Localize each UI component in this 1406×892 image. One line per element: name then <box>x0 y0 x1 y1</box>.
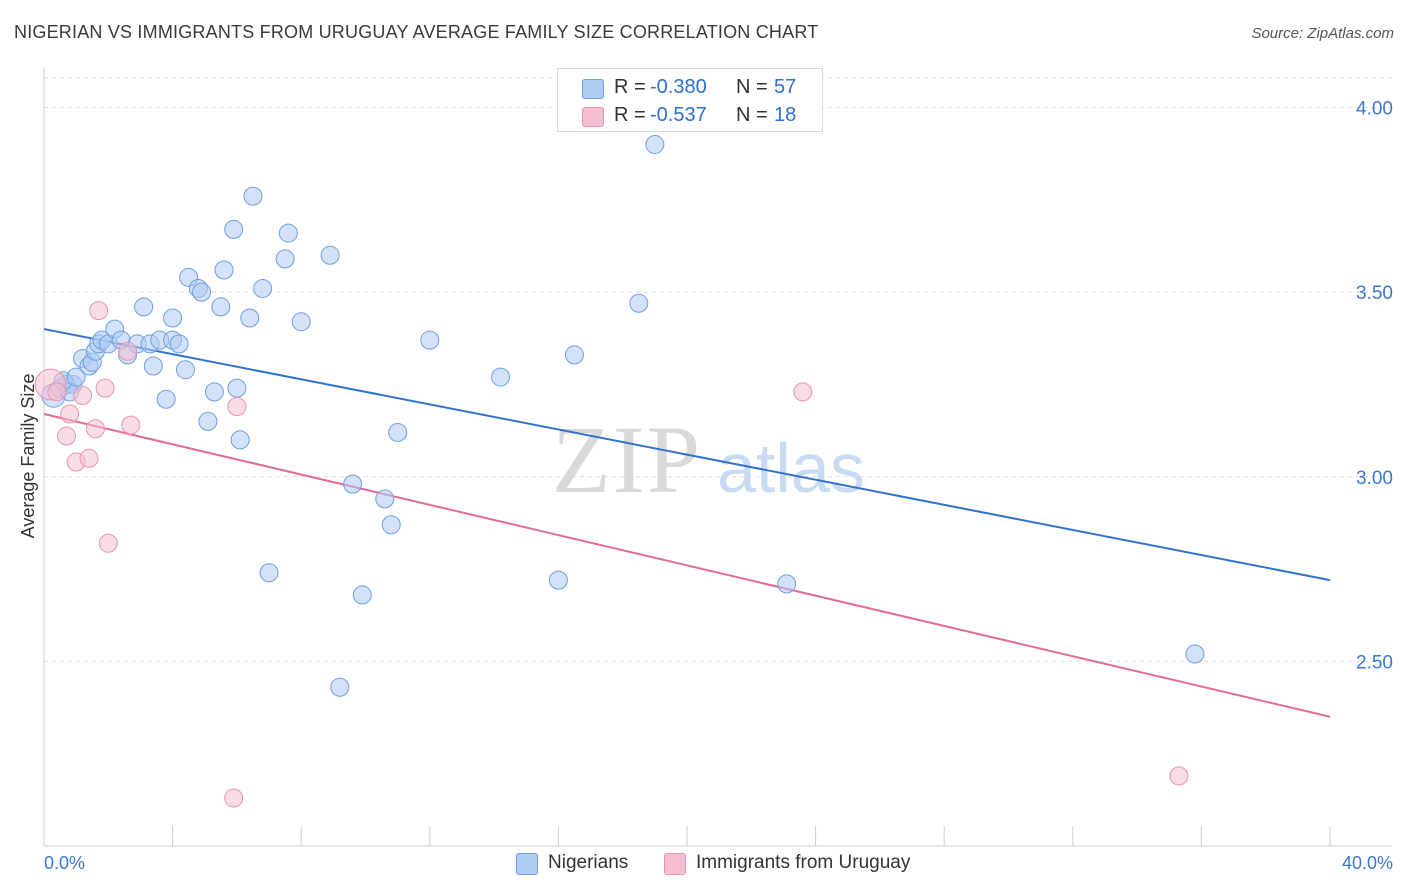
point-uruguay <box>224 788 244 808</box>
source-credit: Source: ZipAtlas.com <box>1251 25 1394 42</box>
point-uruguay <box>95 378 115 398</box>
point-uruguay <box>1169 766 1189 786</box>
y-tick-label: 3.00 <box>1356 468 1393 489</box>
point-nigerians <box>163 308 183 328</box>
point-nigerians <box>388 422 408 442</box>
legend-n-value: 18 <box>774 104 797 126</box>
point-nigerians <box>198 411 218 431</box>
point-nigerians <box>175 360 195 380</box>
y-tick-labels: 2.50 3.00 3.50 4.00 <box>1356 99 1393 674</box>
legend-swatch-blue <box>582 79 604 99</box>
point-uruguay <box>118 341 138 361</box>
x-tick-label-max: 40.0% <box>1342 853 1393 873</box>
watermark-zip: ZIP <box>552 406 702 513</box>
point-nigerians <box>1185 644 1205 664</box>
gridlines <box>44 77 1392 662</box>
point-nigerians <box>491 367 511 387</box>
data-points <box>34 134 1205 808</box>
point-nigerians <box>240 308 260 328</box>
point-nigerians <box>230 430 250 450</box>
point-nigerians <box>645 134 665 154</box>
point-uruguay <box>73 386 93 406</box>
point-nigerians <box>243 186 263 206</box>
point-nigerians <box>320 245 340 265</box>
stats-legend: R = -0.380 N = 57 R = -0.537 N = 18 <box>557 68 823 132</box>
point-nigerians <box>343 474 363 494</box>
legend-swatch-pink <box>582 107 604 127</box>
point-uruguay <box>60 404 80 424</box>
point-nigerians <box>224 219 244 239</box>
trend-line-nigerians <box>43 328 1331 582</box>
legend-n-label: N = <box>736 76 768 98</box>
point-nigerians <box>629 293 649 313</box>
y-tick-label: 4.00 <box>1356 99 1393 120</box>
y-tick-label: 3.50 <box>1356 283 1393 304</box>
point-uruguay <box>98 533 118 553</box>
point-nigerians <box>330 677 350 697</box>
point-uruguay <box>47 382 67 402</box>
x-tick-label-min: 0.0% <box>44 853 85 873</box>
point-nigerians <box>275 249 295 269</box>
point-nigerians <box>253 278 273 298</box>
point-uruguay <box>85 419 105 439</box>
point-nigerians <box>204 382 224 402</box>
point-nigerians <box>278 223 298 243</box>
legend-r-label: R = <box>614 104 646 126</box>
point-nigerians <box>777 574 797 594</box>
legend-swatch-pink <box>664 853 686 875</box>
legend-r-value: -0.380 <box>650 76 707 98</box>
point-uruguay <box>79 448 99 468</box>
legend-n-value: 57 <box>774 76 797 98</box>
watermark-atlas: atlas <box>717 429 865 507</box>
legend-row-uruguay: R = -0.537 N = 18 <box>558 102 822 130</box>
point-uruguay <box>793 382 813 402</box>
legend-row-nigerians: R = -0.380 N = 57 <box>558 74 822 102</box>
point-nigerians <box>352 585 372 605</box>
point-nigerians <box>211 297 231 317</box>
y-axis-label: Average Family Size <box>18 374 38 539</box>
legend-n-label: N = <box>736 104 768 126</box>
point-nigerians <box>564 345 584 365</box>
trend-lines <box>43 328 1331 718</box>
point-nigerians <box>227 378 247 398</box>
legend-label-uruguay: Immigrants from Uruguay <box>696 852 911 873</box>
point-uruguay <box>227 397 247 417</box>
point-uruguay <box>89 301 109 321</box>
y-tick-label: 2.50 <box>1356 652 1393 673</box>
point-nigerians <box>192 282 212 302</box>
point-uruguay <box>121 415 141 435</box>
point-nigerians <box>420 330 440 350</box>
point-nigerians <box>156 389 176 409</box>
legend-label-nigerians: Nigerians <box>548 852 629 873</box>
point-nigerians <box>169 334 189 354</box>
point-nigerians <box>259 563 279 583</box>
trend-line-uruguay <box>43 413 1331 718</box>
axes <box>43 68 1392 847</box>
point-uruguay <box>57 426 77 446</box>
legend-r-value: -0.537 <box>650 104 707 126</box>
point-nigerians <box>134 297 154 317</box>
point-nigerians <box>214 260 234 280</box>
legend-r-label: R = <box>614 76 646 98</box>
point-nigerians <box>143 356 163 376</box>
point-nigerians <box>548 570 568 590</box>
point-nigerians <box>381 515 401 535</box>
legend-swatch-blue <box>516 853 538 875</box>
point-nigerians <box>66 367 86 387</box>
point-nigerians <box>291 312 311 332</box>
point-nigerians <box>375 489 395 509</box>
chart-title: NIGERIAN VS IMMIGRANTS FROM URUGUAY AVER… <box>14 22 819 42</box>
